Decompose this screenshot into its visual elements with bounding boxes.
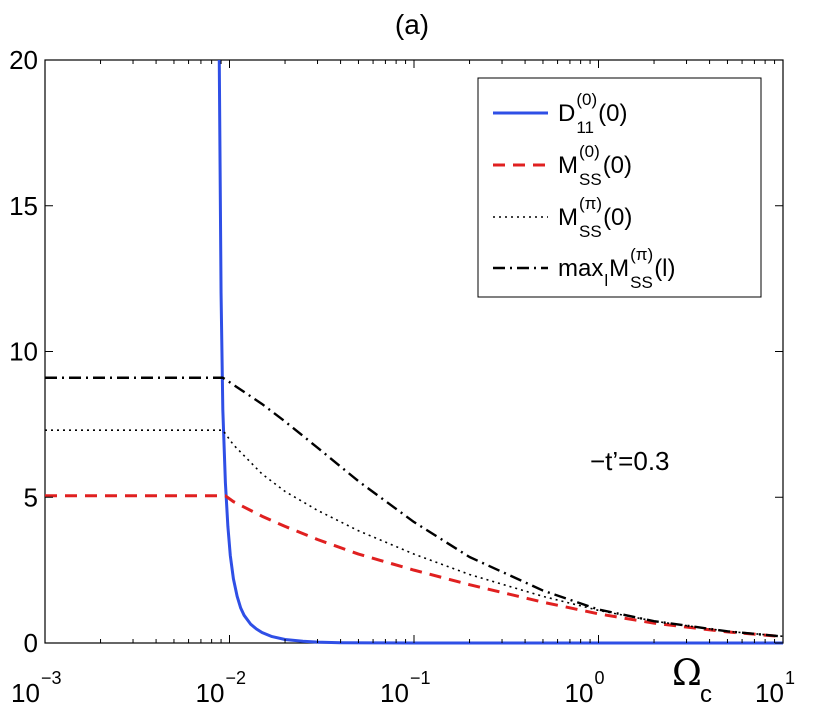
- legend-label-tail: (0): [598, 100, 627, 127]
- x-tick-label: 10 −3: [11, 668, 62, 708]
- legend-label-base: D: [558, 100, 575, 127]
- y-tick-label: 5: [24, 482, 38, 512]
- x-axis-label-main: Ω: [672, 653, 702, 694]
- legend-label-sub: 11: [576, 118, 594, 137]
- x-axis-label: Ω c: [672, 653, 712, 708]
- annotation-t-prime: −t’=0.3: [590, 446, 670, 476]
- y-tick-label: 10: [9, 337, 38, 367]
- legend-label-sup: (0): [579, 142, 600, 161]
- x-tick-label-base: 10: [11, 678, 40, 708]
- x-tick-label: 10 −1: [380, 668, 431, 708]
- x-tick-label-exponent: 1: [785, 668, 795, 688]
- legend-label-sup: (0): [576, 90, 597, 109]
- legend-label-sub: SS: [630, 273, 653, 292]
- legend-label-tail: (l): [654, 255, 675, 282]
- x-tick-label: 10 0: [565, 668, 605, 708]
- legend-label-base: max: [558, 255, 603, 282]
- y-tick-label: 20: [9, 45, 38, 75]
- y-tick-label: 0: [24, 628, 38, 658]
- x-tick-label: 10 1: [755, 668, 795, 708]
- legend-label-sup: (π): [579, 194, 602, 213]
- x-tick-label-exponent: −1: [410, 668, 431, 688]
- legend-label-sub: SS: [579, 170, 602, 189]
- legend-entry-1: D(0)11(0): [493, 90, 627, 137]
- legend: D(0)11(0)M(0)SS(0)M(π)SS(0)max l M(π)SS(l…: [477, 77, 762, 298]
- x-axis-label-sub: c: [700, 681, 712, 708]
- chart-title: (a): [395, 9, 429, 40]
- legend-label-sup: (π): [630, 245, 653, 264]
- x-tick-label-base: 10: [196, 678, 225, 708]
- tick-layer: [44, 59, 784, 644]
- legend-label-base2: M: [609, 255, 629, 282]
- legend-label-tail: (0): [603, 152, 632, 179]
- x-tick-label-exponent: −3: [41, 668, 62, 688]
- x-tick-labels: 10 −3 10 −2 10 −1 10 0 10 1: [11, 668, 795, 708]
- legend-entry-4: max l M(π) SS(l): [493, 245, 676, 292]
- x-tick-label-base: 10: [565, 678, 594, 708]
- x-tick-label-exponent: 0: [595, 668, 605, 688]
- legend-label-sub: SS: [579, 222, 602, 241]
- series-line-4: [45, 376, 784, 638]
- legend-label-base: M: [558, 204, 578, 231]
- legend-entry-2: M(0)SS(0): [493, 142, 632, 189]
- legend-entry-3: M(π) SS(0): [493, 194, 632, 241]
- x-tick-label-base: 10: [380, 678, 409, 708]
- legend-label-base-sub: l: [604, 271, 608, 290]
- series-line-1: [217, 59, 783, 645]
- legend-label-tail: (0): [603, 204, 632, 231]
- y-tick-label: 15: [9, 191, 38, 221]
- series-line-2: [45, 494, 784, 639]
- x-tick-label: 10 −2: [196, 668, 247, 708]
- x-tick-label-exponent: −2: [226, 668, 247, 688]
- y-tick-labels: 0 5 10 15 20: [9, 45, 38, 658]
- series-layer: [45, 59, 784, 645]
- legend-label-base: M: [558, 152, 578, 179]
- x-tick-label-base: 10: [755, 678, 784, 708]
